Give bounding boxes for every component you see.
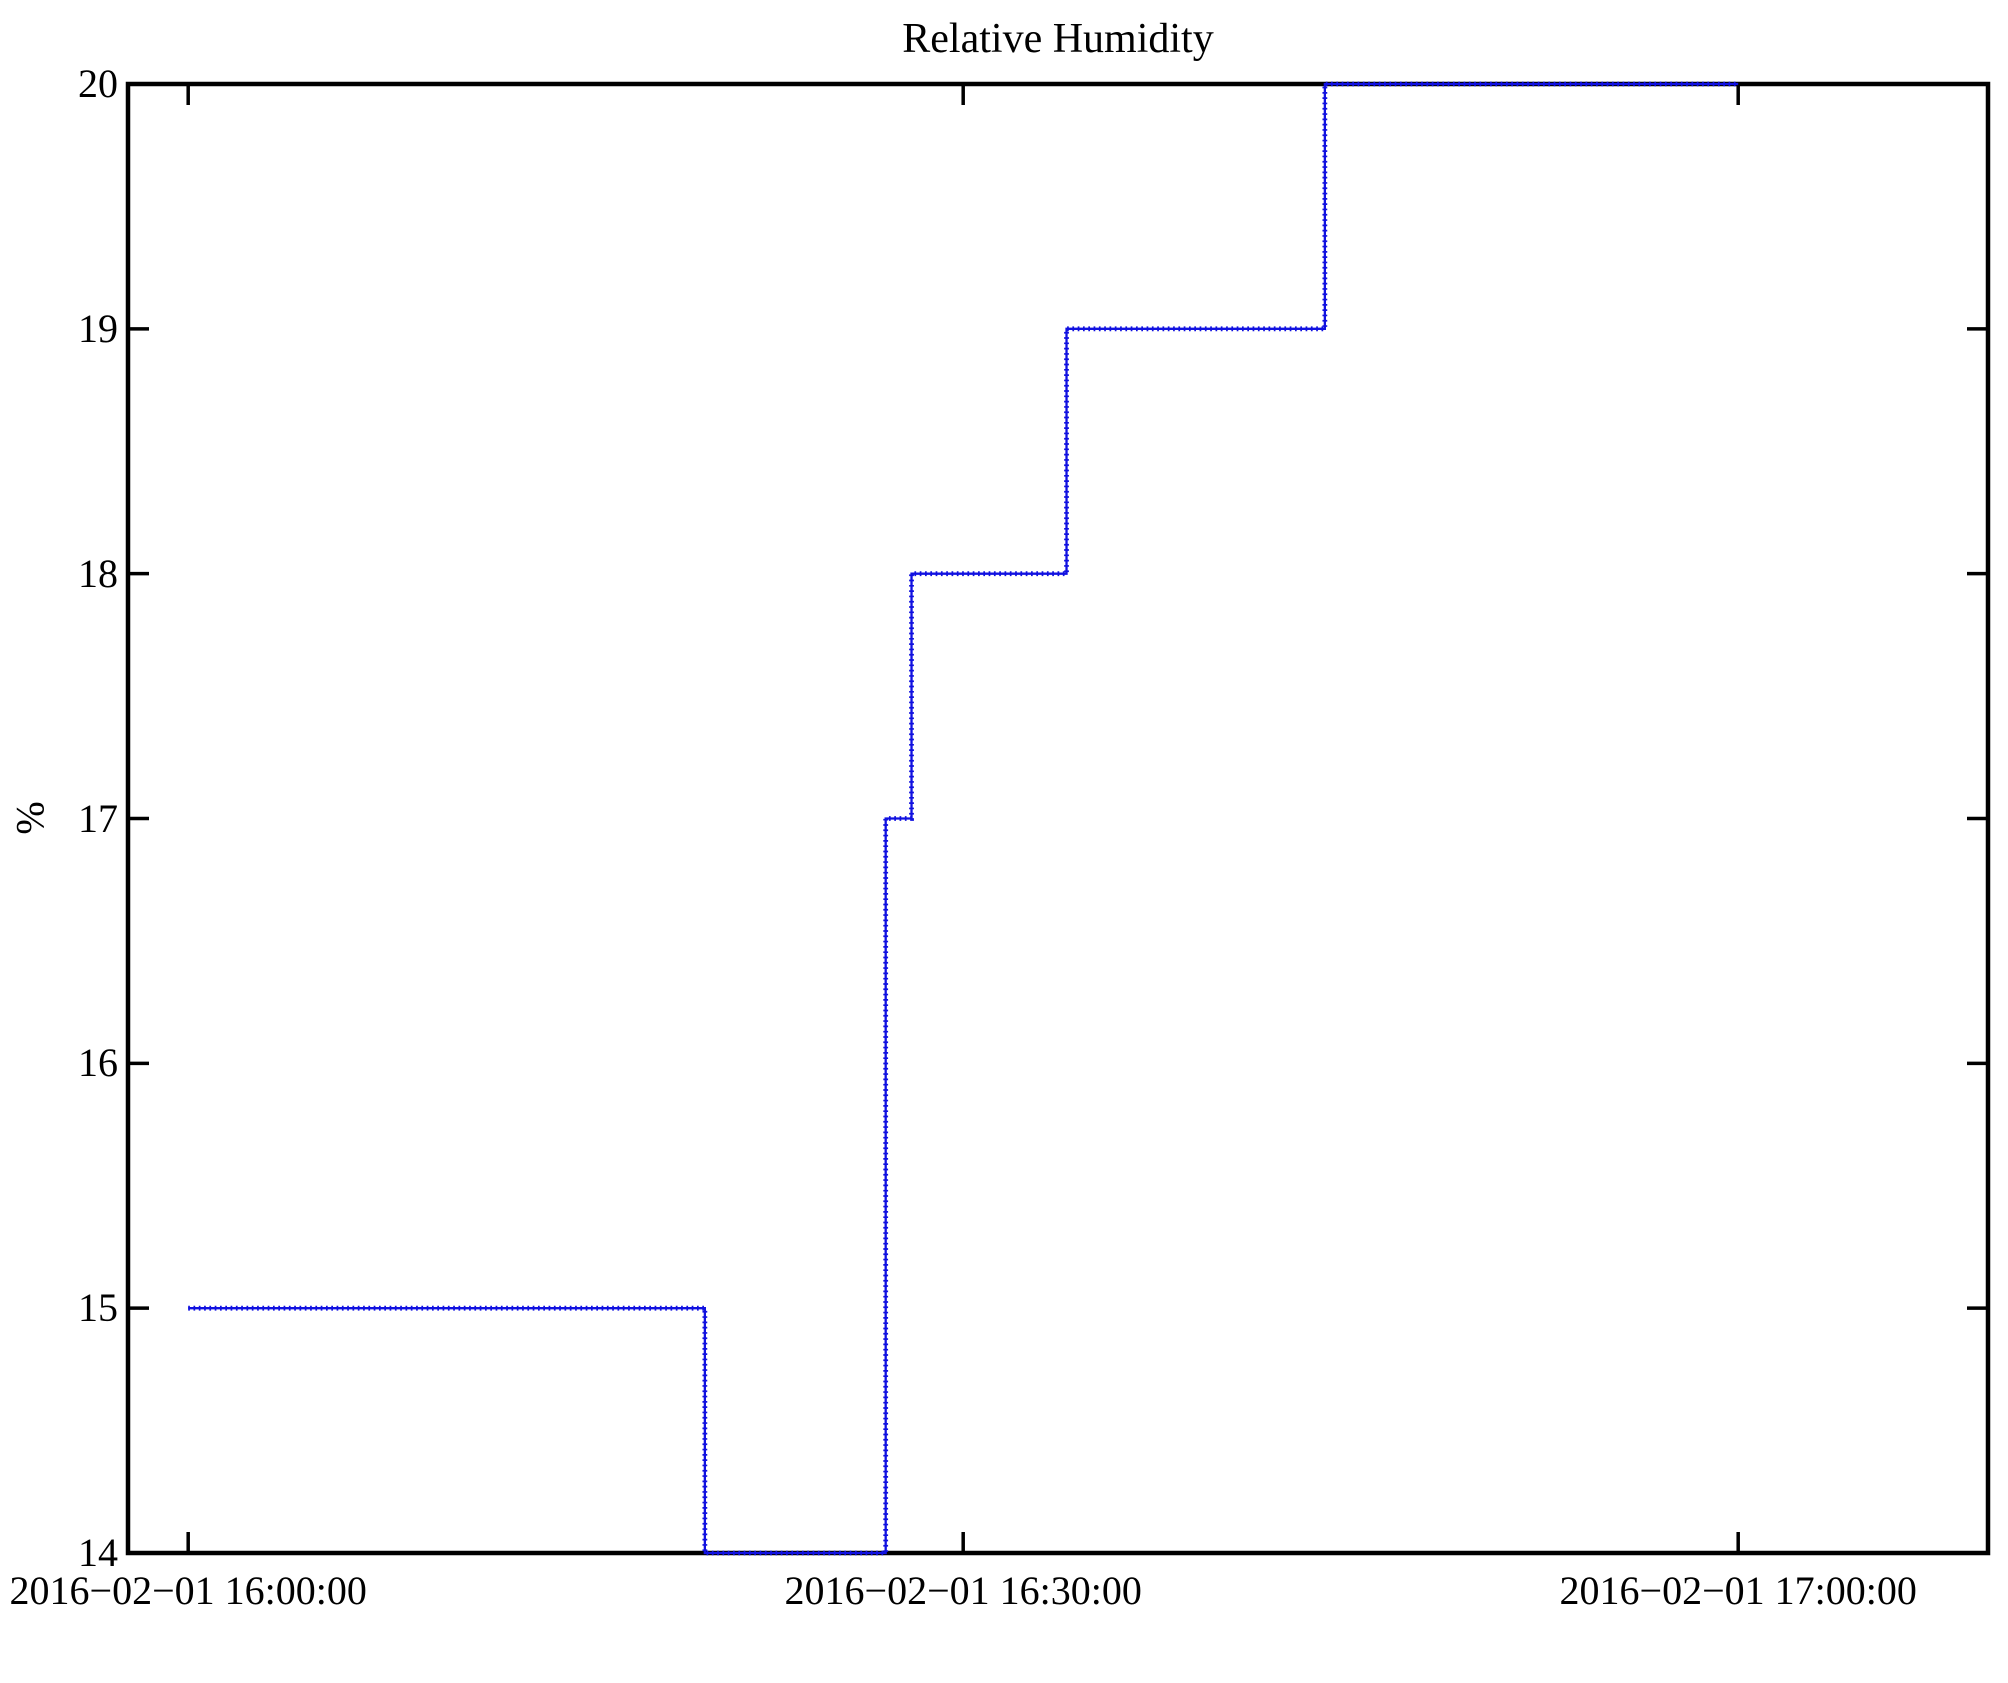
y-tick-label: 14 <box>78 1530 118 1575</box>
x-tick-label: 2016−02−01 16:00:00 <box>9 1568 367 1613</box>
plot-frame <box>125 81 1991 1556</box>
y-tick-label: 18 <box>78 550 118 596</box>
y-tick-label: 15 <box>78 1285 118 1331</box>
y-tick-label: 17 <box>78 795 118 841</box>
y-tick-label: 16 <box>78 1040 118 1086</box>
y-tick-label: 20 <box>78 61 118 106</box>
x-tick-label: 2016−02−01 16:30:00 <box>784 1568 1142 1613</box>
chart-title: Relative Humidity <box>902 16 1214 62</box>
humidity-step-line <box>188 82 1739 1555</box>
x-tick-label: 2016−02−01 17:00:00 <box>1559 1568 1917 1613</box>
y-tick-label: 19 <box>78 305 118 351</box>
humidity-step-line-dots <box>188 81 1739 1556</box>
